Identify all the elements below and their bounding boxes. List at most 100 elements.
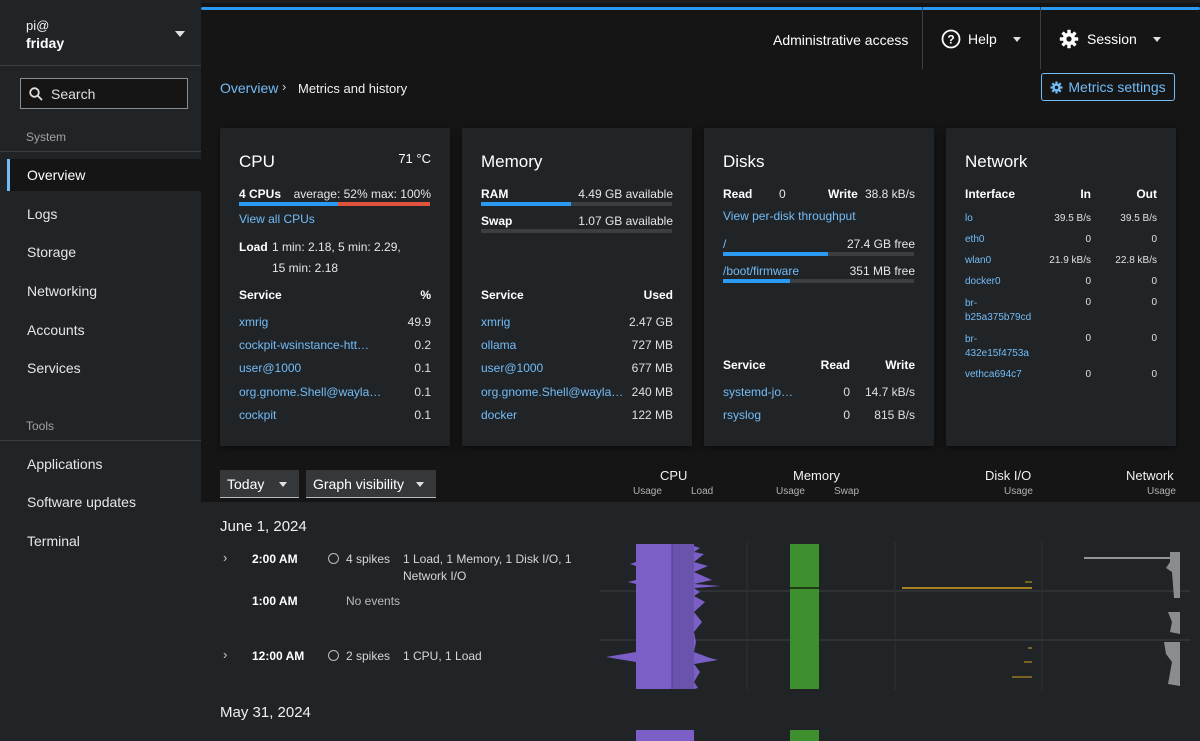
cpu-load-band	[672, 544, 694, 689]
metrics-settings-button[interactable]: Metrics settings	[1041, 73, 1175, 101]
breadcrumb-overview-link[interactable]: Overview	[220, 80, 279, 96]
interface-out: 0	[1151, 276, 1157, 287]
nav-item-networking[interactable]: Networking	[27, 283, 98, 299]
graph-sub-usage: Usage	[1004, 486, 1033, 497]
event-spikes: 2 spikes	[346, 649, 391, 663]
cpu-card-title: CPU	[239, 152, 275, 171]
net-col-interface: Interface	[965, 187, 1016, 201]
nav-item-logs[interactable]: Logs	[27, 206, 58, 222]
memory-service-value: 122 MB	[631, 408, 673, 422]
graph-sub-usage: Usage	[776, 486, 805, 497]
nav-item-storage[interactable]: Storage	[27, 244, 77, 260]
interface-out: 39.5 B/s	[1120, 213, 1157, 224]
disk-service-link[interactable]: rsyslog	[723, 408, 762, 422]
memory-card: Memory RAM 4.49 GB available Swap 1.07 G…	[462, 128, 692, 446]
network-card-title: Network	[965, 152, 1028, 171]
memory-service-link[interactable]: user@1000	[481, 361, 544, 375]
interface-in: 21.9 kB/s	[1049, 255, 1091, 266]
interface-out: 0	[1151, 333, 1157, 344]
svg-text:?: ?	[947, 33, 954, 47]
cpu-usage-spikes	[606, 562, 636, 662]
memory-service-link[interactable]: ollama	[481, 338, 517, 352]
administrative-access-button[interactable]: Administrative access	[773, 32, 909, 48]
nav-item-software-updates[interactable]: Software updates	[27, 494, 136, 510]
interface-link[interactable]: vethca694c7	[965, 369, 1022, 380]
mount-usage-fill	[723, 279, 790, 283]
nav-item-terminal[interactable]: Terminal	[27, 533, 80, 549]
disk-service-write: 815 B/s	[874, 408, 915, 422]
net-col-in: In	[1080, 187, 1091, 201]
cpu-service-link[interactable]: cockpit-wsinstance-htt…	[239, 338, 370, 352]
expand-chevron-icon[interactable]: ›	[223, 647, 228, 662]
graph-header-memory: Memory	[793, 468, 840, 483]
interface-in: 0	[1085, 333, 1091, 344]
mount-usage-bar	[723, 279, 914, 283]
nav-item-applications[interactable]: Applications	[27, 456, 103, 472]
nav-item-accounts[interactable]: Accounts	[27, 322, 85, 338]
cpu-usage-fill	[239, 202, 339, 206]
interface-link[interactable]: br-b25a375b79cd	[965, 297, 1031, 325]
disk-service-read: 0	[843, 385, 850, 399]
memory-service-value: 727 MB	[631, 338, 673, 352]
memory-service-link[interactable]: docker	[481, 408, 518, 422]
cpu-service-value: 0.1	[414, 385, 431, 399]
interface-link[interactable]: lo	[965, 213, 973, 224]
caret-down-icon	[175, 31, 185, 37]
network-card: Network Interface In Out lo 39.5 B/s 39.…	[946, 128, 1176, 446]
cpu-temperature: 71 °C	[398, 151, 431, 166]
cpu-service-value: 0.2	[414, 338, 431, 352]
memory-service-link[interactable]: org.gnome.Shell@wayla…	[481, 385, 624, 399]
cpu-load-label: Load	[239, 240, 268, 254]
interface-link[interactable]: eth0	[965, 234, 985, 245]
event-description: 1 CPU, 1 Load	[403, 649, 482, 663]
interface-link[interactable]: docker0	[965, 276, 1001, 287]
interface-name-part: br-	[965, 298, 978, 309]
nav-divider	[0, 151, 201, 152]
nav-section-tools: Tools	[26, 419, 55, 433]
timeline-date: June 1, 2024	[220, 518, 307, 535]
time-range-select[interactable]: Today	[220, 470, 299, 498]
cpu-usage-band	[636, 730, 694, 741]
help-label: Help	[968, 31, 997, 47]
cpu-service-link[interactable]: cockpit	[239, 408, 277, 422]
session-button[interactable]: Session	[1059, 23, 1161, 55]
interface-out: 22.8 kB/s	[1115, 255, 1157, 266]
mount-link[interactable]: /	[723, 237, 727, 251]
timeline-header: Today Graph visibility CPU Usage Load Me…	[201, 462, 1200, 502]
interface-link[interactable]: br- 432e15f4753a	[965, 333, 1029, 361]
disk-col-read: Read	[820, 358, 850, 372]
cpu-usage-bar	[239, 202, 430, 206]
view-all-cpus-link[interactable]: View all CPUs	[239, 212, 315, 226]
graph-visibility-label: Graph visibility	[313, 475, 405, 492]
network-io-area	[1166, 552, 1180, 598]
host-switcher[interactable]: pi@ friday	[0, 0, 201, 66]
interface-name-part: b25a375b79cd	[965, 312, 1032, 323]
search-input[interactable]: Search	[20, 78, 188, 109]
disks-card-title: Disks	[723, 152, 765, 171]
view-per-disk-throughput-link[interactable]: View per-disk throughput	[723, 209, 856, 223]
disk-service-link[interactable]: systemd-jo…	[723, 385, 794, 399]
cpu-service-link[interactable]: user@1000	[239, 361, 302, 375]
cpu-service-link[interactable]: xmrig	[239, 315, 269, 329]
disk-read-value: 0	[779, 187, 786, 201]
cpu-service-link[interactable]: org.gnome.Shell@wayla…	[239, 385, 382, 399]
event-description: 1 Load, 1 Memory, 1 Disk I/O, 1	[403, 552, 572, 566]
help-button[interactable]: ? Help	[941, 23, 1021, 55]
nav-item-services[interactable]: Services	[27, 360, 81, 376]
interface-link[interactable]: wlan0	[965, 255, 992, 266]
event-time: 12:00 AM	[252, 649, 305, 663]
disk-col-write: Write	[885, 358, 915, 372]
metrics-timeline: June 1, 2024 › 2:00 AM 4 spikes 1 Load, …	[201, 502, 1200, 741]
mount-usage-bar	[723, 252, 914, 256]
mount-usage-fill	[723, 252, 829, 256]
mount-link[interactable]: /boot/firmware	[723, 264, 800, 278]
graph-visibility-select[interactable]: Graph visibility	[306, 470, 436, 498]
nav-item-overview[interactable]: Overview	[7, 159, 201, 191]
mount-free: 27.4 GB free	[846, 237, 915, 251]
cpu-service-value: 0.1	[414, 408, 431, 422]
chevron-right-icon: ›	[282, 79, 287, 94]
memory-service-link[interactable]: xmrig	[481, 315, 511, 329]
search-icon	[29, 86, 43, 101]
expand-chevron-icon[interactable]: ›	[223, 550, 228, 565]
